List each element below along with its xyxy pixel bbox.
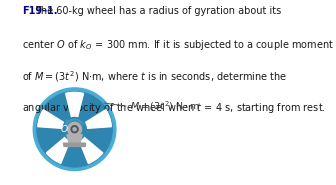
Text: center $O$ of $k_O\,{=}\,300$ mm. If it is subjected to a couple moment: center $O$ of $k_O\,{=}\,300$ mm. If it … xyxy=(22,38,334,52)
Circle shape xyxy=(37,92,112,167)
Wedge shape xyxy=(38,110,64,128)
Text: $M = (3t^2)\ \mathrm{N \cdot m}$: $M = (3t^2)\ \mathrm{N \cdot m}$ xyxy=(130,100,199,113)
Circle shape xyxy=(33,88,116,171)
Polygon shape xyxy=(67,135,82,143)
Circle shape xyxy=(68,122,82,136)
Wedge shape xyxy=(46,137,70,163)
Polygon shape xyxy=(64,143,86,147)
Text: F19–1.: F19–1. xyxy=(22,6,57,16)
Text: $O$: $O$ xyxy=(60,123,69,134)
Wedge shape xyxy=(66,92,84,117)
Wedge shape xyxy=(85,110,111,128)
Wedge shape xyxy=(79,137,103,163)
Text: of $M = (3t^2)$ N$\cdot$m, where $t$ is in seconds, determine the: of $M = (3t^2)$ N$\cdot$m, where $t$ is … xyxy=(22,70,287,84)
Text: The 60-kg wheel has a radius of gyration about its: The 60-kg wheel has a radius of gyration… xyxy=(36,6,282,16)
Circle shape xyxy=(71,126,78,133)
Circle shape xyxy=(73,128,76,131)
Circle shape xyxy=(63,117,86,141)
Text: angular velocity of the wheel when $t\,{=}\,4$ s, starting from rest.: angular velocity of the wheel when $t\,{… xyxy=(22,101,326,115)
